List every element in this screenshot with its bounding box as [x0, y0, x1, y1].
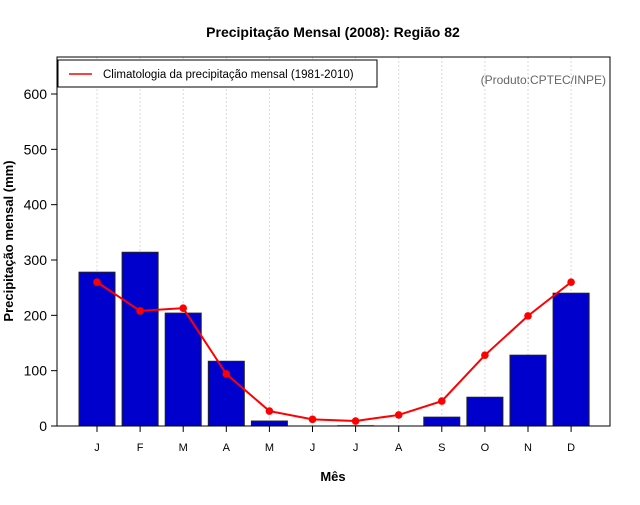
- climatology-point-3: [222, 370, 231, 378]
- x-tick-label: O: [481, 442, 490, 454]
- climatology-point-4: [265, 407, 274, 415]
- chart-title: Precipitação Mensal (2008): Região 82: [206, 24, 460, 40]
- bars-group: [78, 251, 590, 427]
- legend-box: [57, 59, 378, 88]
- x-tick-label: F: [137, 442, 144, 454]
- x-tick-label: J: [310, 442, 316, 454]
- bar-11: [552, 292, 590, 427]
- x-tick-label: N: [524, 442, 532, 454]
- x-tick-label: J: [353, 442, 359, 454]
- x-tick-label: A: [395, 442, 403, 454]
- x-tick-label: M: [179, 442, 188, 454]
- climatology-point-8: [438, 397, 446, 405]
- legend-label: Climatologia da precipitação mensal (198…: [103, 69, 354, 81]
- x-tick-label: D: [567, 442, 575, 454]
- climatology-point-5: [308, 415, 317, 424]
- y-tick-label: 200: [24, 307, 48, 323]
- y-tick-label: 300: [24, 252, 48, 268]
- climatology-line-group: [93, 278, 575, 425]
- x-axis-label: Mês: [320, 469, 345, 484]
- climatology-point-2: [179, 304, 187, 312]
- x-tick-label: M: [265, 442, 274, 454]
- y-tick-label: 0: [39, 418, 47, 434]
- plot-frame: [56, 56, 611, 427]
- y-tick-label: 400: [24, 197, 48, 213]
- grid-lines: [96, 57, 572, 426]
- bar-10: [509, 354, 547, 427]
- y-tick-label: 600: [24, 86, 48, 102]
- bar-9: [466, 396, 504, 427]
- climatology-point-9: [481, 351, 489, 359]
- source-annotation: (Produto:CPTEC/INPE): [481, 73, 606, 87]
- bar-1: [121, 251, 159, 427]
- climatology-point-7: [394, 411, 403, 419]
- y-tick-label: 500: [24, 141, 48, 157]
- x-tick-label: J: [94, 442, 100, 454]
- bar-8: [423, 416, 461, 427]
- legend: Climatologia da precipitação mensal (198…: [57, 59, 378, 88]
- bar-2: [164, 312, 202, 427]
- bar-4: [250, 420, 288, 427]
- climatology-point-6: [351, 417, 360, 425]
- climatology-point-0: [93, 278, 101, 286]
- y-axis: 0 100 200 300 400 500 600: [24, 86, 57, 434]
- climatology-point-10: [524, 312, 532, 320]
- climatology-point-11: [567, 278, 575, 286]
- bar-0: [78, 271, 116, 427]
- x-tick-label: S: [438, 442, 445, 454]
- y-tick-label: 100: [24, 363, 48, 379]
- x-tick-label: A: [223, 442, 231, 454]
- climatology-line: [96, 281, 572, 423]
- climatology-point-1: [136, 307, 144, 315]
- y-axis-label: Precipitação mensal (mm): [1, 160, 16, 321]
